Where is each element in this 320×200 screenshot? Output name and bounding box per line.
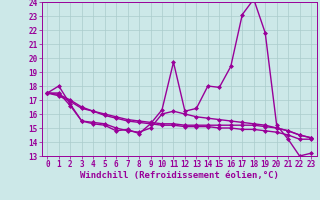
X-axis label: Windchill (Refroidissement éolien,°C): Windchill (Refroidissement éolien,°C) [80,171,279,180]
